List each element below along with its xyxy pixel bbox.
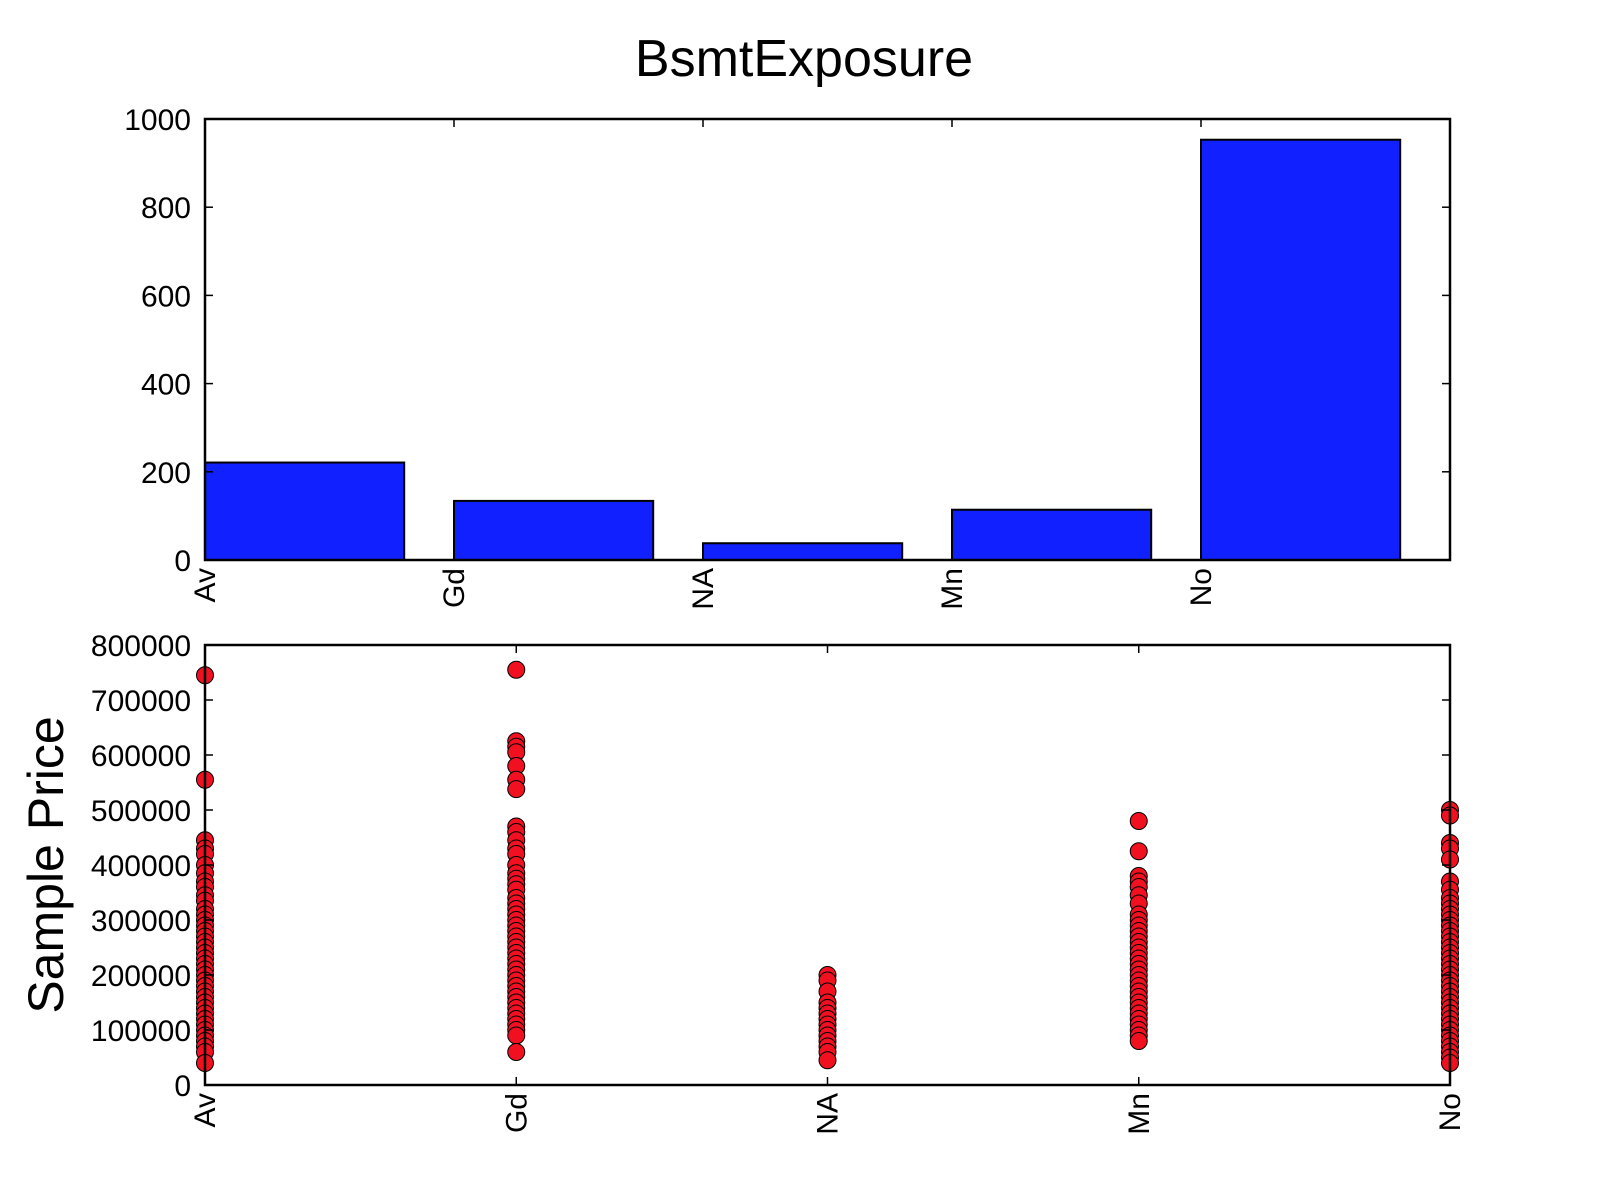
- scatter-point-Gd: [507, 660, 526, 679]
- bar-ytick-label: 600: [141, 280, 191, 313]
- bar-xtick-label: No: [1185, 568, 1218, 606]
- bar-chart: 0 200 400 600 800 1000 Av Gd NA Mn No: [124, 104, 1452, 610]
- bar-ytick-label: 0: [174, 545, 191, 578]
- bar-plot-frame: [203, 117, 1452, 562]
- bar-NA: [702, 542, 904, 562]
- scatter-point-Gd: [507, 1043, 526, 1061]
- bar-ytick-label: 1000: [124, 104, 191, 137]
- scatter-ytick-label: 0: [174, 1070, 191, 1103]
- scatter-ytick-label: 200000: [91, 960, 191, 993]
- scatter-point-NA: [818, 1051, 837, 1070]
- chart-title: BsmtExposure: [635, 30, 973, 88]
- bar-xtick-label: Gd: [438, 568, 471, 608]
- scatter-ytick-label: 100000: [91, 1015, 191, 1048]
- scatter-point-Gd: [507, 780, 526, 799]
- bar-Av: [204, 461, 406, 561]
- scatter-xtick-label: Gd: [500, 1093, 533, 1133]
- scatter-point-Mn: [1129, 1032, 1148, 1050]
- bar-ytick-label: 400: [141, 369, 191, 402]
- scatter-xtick-label: Av: [189, 1093, 222, 1127]
- bar-ytick-label: 800: [141, 192, 191, 225]
- bar-ytick-label: 200: [141, 457, 191, 490]
- scatter-point-Mn: [1129, 842, 1148, 861]
- scatter-point-Gd: [507, 1026, 526, 1045]
- scatter-ytick-label: 400000: [91, 850, 191, 883]
- scatter-ytick-label: 800000: [91, 630, 191, 663]
- scatter-chart: 0 100000 200000 300000 400000 500000 600000 700…: [18, 630, 1467, 1135]
- scatter-ytick-label: 700000: [91, 685, 191, 718]
- scatter-xtick-label: No: [1434, 1093, 1467, 1131]
- scatter-ytick-label: 600000: [91, 740, 191, 773]
- scatter-xtick-label: NA: [812, 1093, 845, 1135]
- scatter-ytick-label: 300000: [91, 905, 191, 938]
- bar-xtick-label: NA: [687, 568, 720, 610]
- bar-xtick-label: Mn: [936, 568, 969, 610]
- bar-Mn: [951, 508, 1153, 562]
- bar-No: [1200, 138, 1402, 562]
- bar-Gd: [453, 499, 655, 562]
- scatter-ytick-label: 500000: [91, 795, 191, 828]
- scatter-ylabel: Sample Price: [18, 716, 74, 1013]
- bar-xtick-label: Av: [189, 568, 222, 602]
- scatter-xtick-label: Mn: [1123, 1093, 1156, 1135]
- scatter-point-Mn: [1129, 812, 1148, 830]
